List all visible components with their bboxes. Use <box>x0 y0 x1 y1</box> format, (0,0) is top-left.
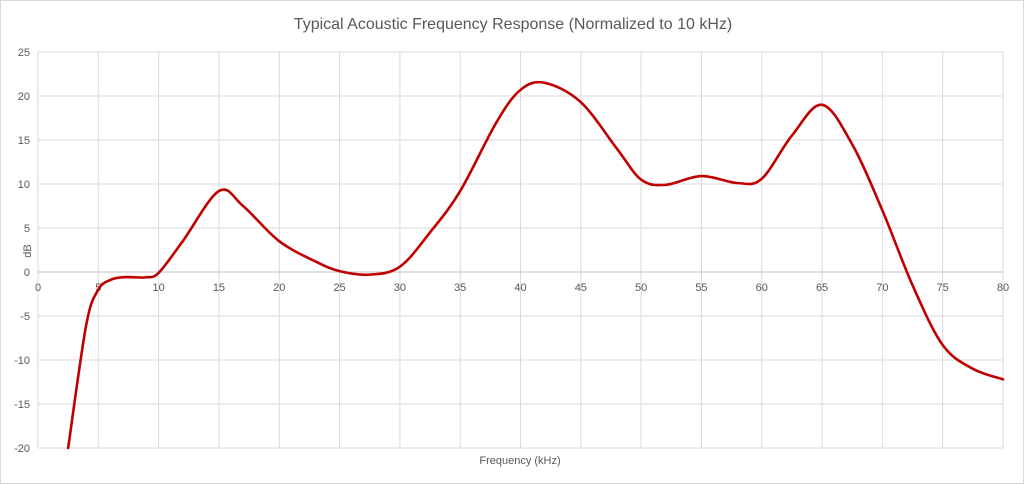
x-tick-label-70: 70 <box>876 282 888 294</box>
x-tick-label-45: 45 <box>575 282 587 294</box>
y-tick-label-20: 20 <box>18 91 30 103</box>
y-tick-label--10: -10 <box>14 355 30 367</box>
x-tick-label-80: 80 <box>997 282 1009 294</box>
chart-title: Typical Acoustic Frequency Response (Nor… <box>294 16 732 33</box>
x-tick-label-25: 25 <box>333 282 345 294</box>
y-axis-title: dB <box>22 244 34 257</box>
x-tick-label-30: 30 <box>394 282 406 294</box>
y-tick-label--5: -5 <box>20 311 30 323</box>
x-tick-label-10: 10 <box>153 282 165 294</box>
x-tick-label-35: 35 <box>454 282 466 294</box>
x-tick-label-40: 40 <box>514 282 526 294</box>
x-tick-label-15: 15 <box>213 282 225 294</box>
y-tick-label-15: 15 <box>18 135 30 147</box>
y-tick-label--15: -15 <box>14 399 30 411</box>
y-tick-label--20: -20 <box>14 443 30 455</box>
x-tick-label-50: 50 <box>635 282 647 294</box>
y-tick-label-25: 25 <box>18 47 30 59</box>
tick-labels: 0 5 10 15 20 25 30 35 40 45 50 55 60 65 70 75 80 25 20 15 10… <box>14 47 1009 455</box>
y-tick-label-5: 5 <box>24 223 30 235</box>
y-tick-label-10: 10 <box>18 179 30 191</box>
x-tick-label-0: 0 <box>35 282 41 294</box>
x-tick-label-55: 55 <box>695 282 707 294</box>
series-line-frequency-response <box>66 80 1005 450</box>
x-tick-label-75: 75 <box>937 282 949 294</box>
y-tick-label-0: 0 <box>24 267 30 279</box>
x-tick-label-60: 60 <box>756 282 768 294</box>
gridlines <box>37 51 1004 449</box>
x-tick-label-20: 20 <box>273 282 285 294</box>
x-tick-label-65: 65 <box>816 282 828 294</box>
x-axis-title: Frequency (kHz) <box>479 455 560 467</box>
